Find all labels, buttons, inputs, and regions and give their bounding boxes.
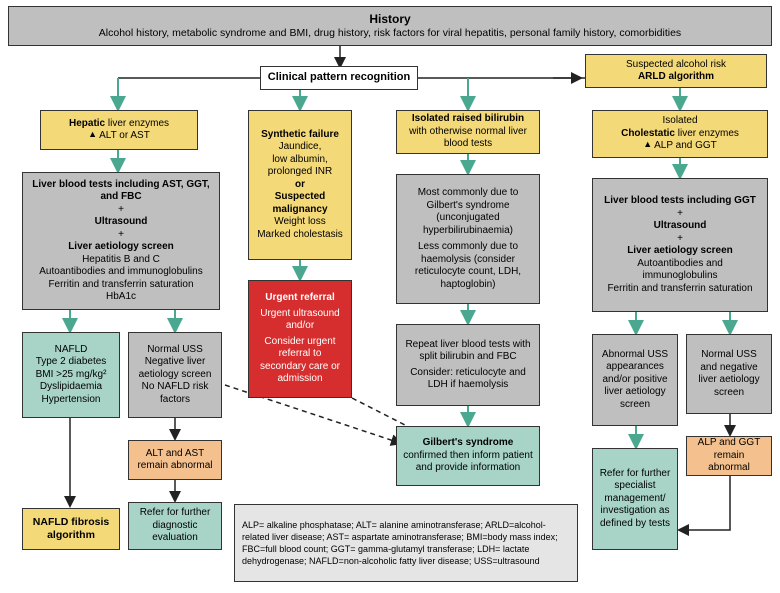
ct2: Ultrasound [654,220,707,233]
rt2: Consider: reticulocyte and LDH if haemol… [403,367,533,392]
ht-p2: + [118,229,124,242]
cholestatic-box: Isolated Cholestatic liver enzymes ALP a… [592,110,768,158]
hepatic-line1: Hepatic liver enzymes [69,118,169,131]
ctp1: + [677,208,683,221]
sfor: or [295,179,305,192]
ch2: Cholestatic liver enzymes [621,128,739,141]
history-text: Alcohol history, metabolic syndrome and … [99,27,681,40]
ht-3: Liver aetiology screen [68,241,174,254]
cpr-box: Clinical pattern recognition [260,66,418,90]
rspec: Refer for further specialist management/… [599,468,671,531]
urgent-box: Urgent referral Urgent ultrasound and/or… [248,280,352,398]
synth-fail-box: Synthetic failure Jaundice, low albumin,… [248,110,352,260]
aur: Abnormal USS appearances and/or positive… [599,349,671,412]
ib2: with otherwise normal liver blood tests [403,126,533,151]
ur3: Consider urgent referral to secondary ca… [255,336,345,386]
gconf: Gilbert's syndrome confirmed then inform… [403,437,533,475]
ch1: Isolated [662,115,697,128]
ct1: Liver blood tests including GGT [604,195,756,208]
rt1: Repeat liver blood tests with split bili… [403,339,533,364]
nafld-risk-box: NAFLD Type 2 diabetes BMI >25 mg/kg² Dys… [22,332,120,418]
sf2: Jaundice, [279,141,322,154]
history-box: History Alcohol history, metabolic syndr… [8,6,772,46]
legend-box: ALP= alkaline phosphatase; ALT= alanine … [234,504,578,582]
ht-4: Hepatitis B and C [82,254,160,267]
history-title: History [369,12,410,27]
sf1: Synthetic failure [261,129,339,142]
nr1: NAFLD [55,344,88,357]
hepatic-tests-box: Liver blood tests including AST, GGT, an… [22,172,220,310]
alp-abn-box: ALP and GGT remain abnormal [686,436,772,476]
gc2: Less commonly due to haemolysis (conside… [403,241,533,291]
refer-diag: Refer for further diagnostic evaluation [135,507,215,545]
nr3: BMI >25 mg/kg² [36,369,107,382]
hepatic-box: Hepatic liver enzymes ALT or AST [40,110,198,150]
gilbert-cause-box: Most commonly due to Gilbert's syndrome … [396,174,540,304]
alt-abnormal-box: ALT and AST remain abnormal [128,440,222,480]
ctp2: + [677,233,683,246]
nr5: Hypertension [42,394,101,407]
ht-1: Liver blood tests including AST, GGT, an… [29,179,213,204]
norm-uss-r-box: Normal USS and negative liver aetiology … [686,334,772,414]
nafld-algo: NAFLD fibrosis algorithm [29,516,113,542]
ib1: Isolated raised bilirubin [412,113,524,126]
normal-uss-box: Normal USS Negative liver aetiology scre… [128,332,222,418]
chol-tests-box: Liver blood tests including GGT + Ultras… [592,178,768,312]
sf3: low albumin, [272,154,328,167]
sf5: Suspected malignancy [255,191,345,216]
ct4: Autoantibodies and immunoglobulins [599,258,761,283]
nu1: Normal USS [147,344,203,357]
ur1: Urgent referral [265,292,334,305]
ht-p1: + [118,204,124,217]
iso-bili-box: Isolated raised bilirubin with otherwise… [396,110,540,154]
refer-diag-box: Refer for further diagnostic evaluation [128,502,222,550]
ht-6: Ferritin and transferrin saturation [48,279,193,292]
ct5: Ferritin and transferrin saturation [607,283,752,296]
ch3: ALP and GGT [643,140,717,153]
repeat-tests-box: Repeat liver blood tests with split bili… [396,324,540,406]
arld-line2: ARLD algorithm [638,71,714,84]
legend-text: ALP= alkaline phosphatase; ALT= alanine … [242,519,570,568]
ht-7: HbA1c [106,291,136,304]
hepatic-line2: ALT or AST [88,130,150,143]
arld-box: Suspected alcohol risk ARLD algorithm [585,54,767,88]
sf4: prolonged INR [268,166,332,179]
gc1: Most commonly due to Gilbert's syndrome … [403,187,533,237]
refer-spec-box: Refer for further specialist management/… [592,448,678,550]
nu2: Negative liver aetiology screen [135,356,215,381]
nu3: No NAFLD risk factors [135,381,215,406]
sf6: Weight loss [274,216,326,229]
gilbert-conf-box: Gilbert's syndrome confirmed then inform… [396,426,540,486]
ht-2: Ultrasound [95,216,148,229]
arld-line1: Suspected alcohol risk [626,59,726,72]
nr4: Dyslipidaemia [40,381,102,394]
nafld-algo-box: NAFLD fibrosis algorithm [22,508,120,550]
ht-5: Autoantibodies and immunoglobulins [39,266,202,279]
ct3: Liver aetiology screen [627,245,733,258]
ur2: Urgent ultrasound and/or [255,308,345,333]
alt-abn: ALT and AST remain abnormal [135,448,215,473]
nur: Normal USS and negative liver aetiology … [693,349,765,399]
cpr-text: Clinical pattern recognition [268,71,410,85]
abn-uss-r-box: Abnormal USS appearances and/or positive… [592,334,678,426]
sf7: Marked cholestasis [257,229,343,242]
alpabn: ALP and GGT remain abnormal [693,437,765,475]
nr2: Type 2 diabetes [36,356,107,369]
